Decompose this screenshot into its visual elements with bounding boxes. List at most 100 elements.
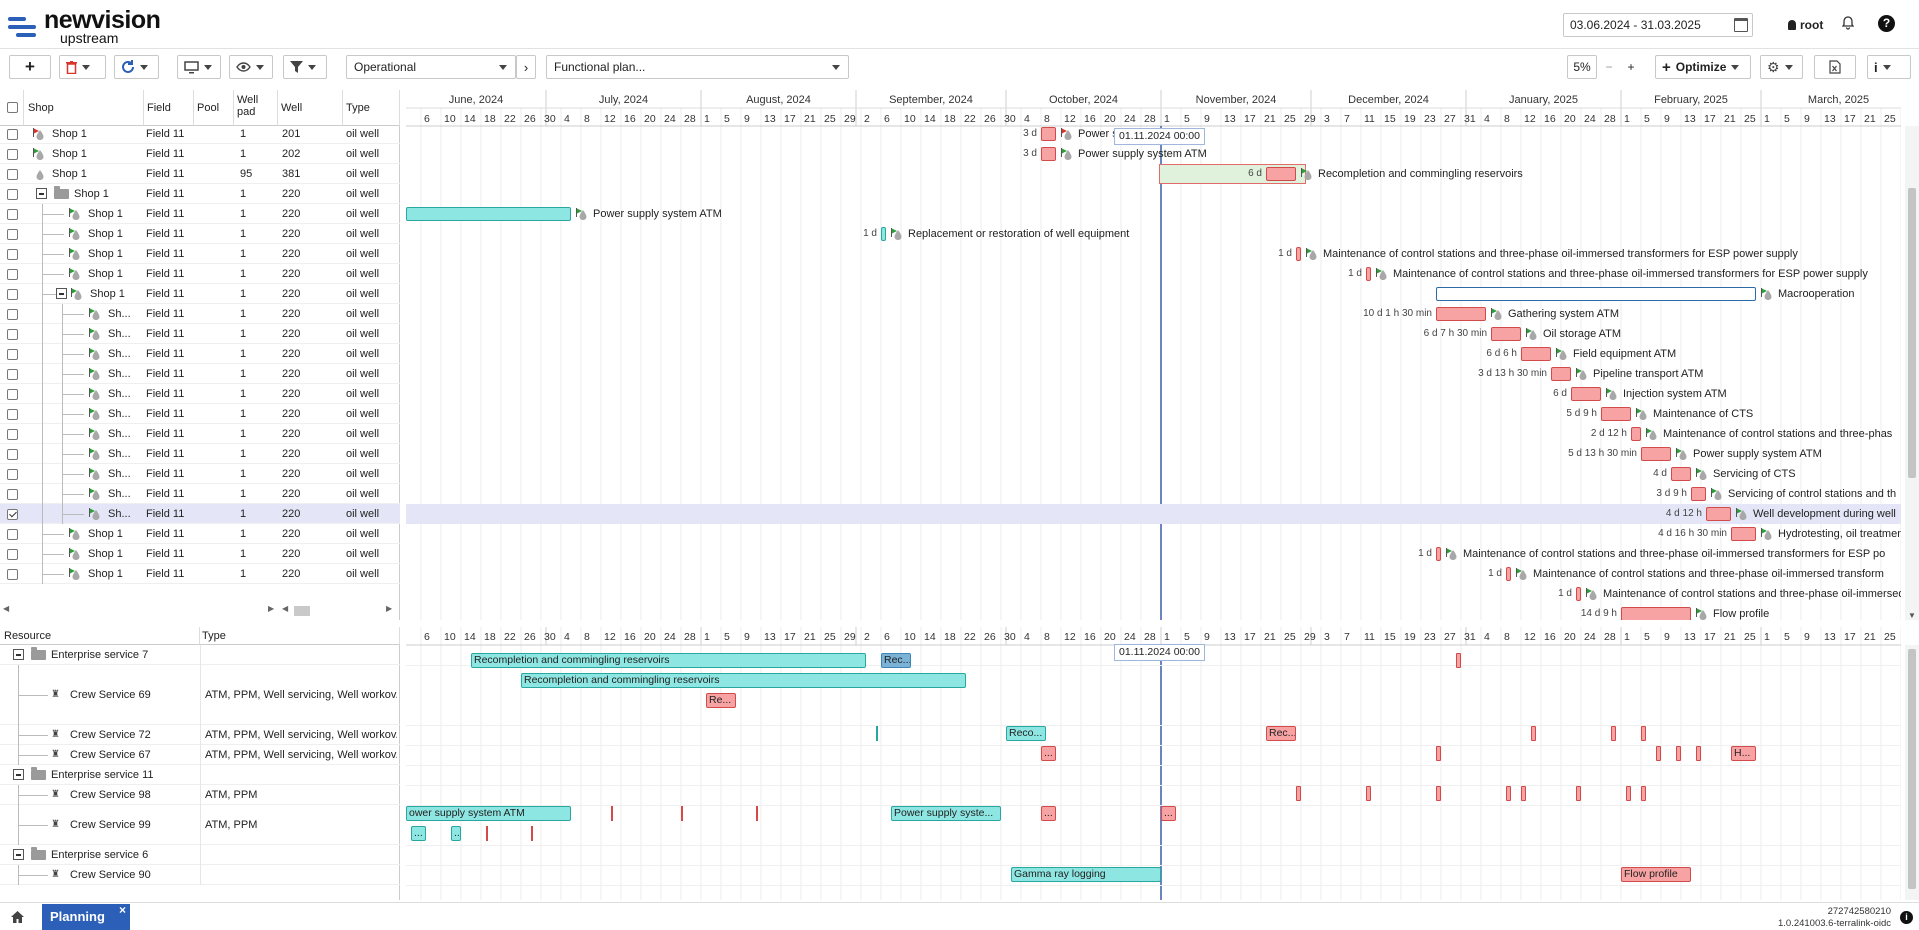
row-checkbox[interactable] xyxy=(7,549,18,560)
resource-bar[interactable]: ... xyxy=(1161,806,1176,821)
info-icon[interactable]: i xyxy=(1900,911,1913,924)
close-icon[interactable]: × xyxy=(118,903,126,917)
vertical-scrollbar[interactable]: ▼ xyxy=(1905,126,1919,620)
logo[interactable]: newvision upstream xyxy=(8,7,168,45)
task-bar[interactable] xyxy=(1641,447,1671,461)
vertical-scrollbar[interactable] xyxy=(1905,645,1919,900)
short-task-bar[interactable] xyxy=(1641,726,1646,741)
short-task-bar[interactable] xyxy=(1576,786,1581,801)
task-bar[interactable] xyxy=(1296,247,1301,261)
short-task-bar[interactable] xyxy=(1506,786,1511,801)
short-task-bar[interactable] xyxy=(1641,786,1646,801)
resource-bar[interactable]: ower supply system ATM xyxy=(406,806,571,821)
zoom-value[interactable]: 5% xyxy=(1567,55,1597,79)
bell-icon[interactable] xyxy=(1842,16,1854,30)
short-task-bar[interactable] xyxy=(1531,726,1536,741)
add-button[interactable]: + xyxy=(9,55,51,79)
scroll-right-icon[interactable]: ▶ xyxy=(268,604,275,613)
col-field[interactable]: Field xyxy=(144,90,194,126)
zoom-in-button[interactable]: + xyxy=(1620,55,1642,79)
task-bar[interactable] xyxy=(1491,327,1521,341)
filter-button[interactable] xyxy=(283,55,327,79)
short-task-bar[interactable] xyxy=(1676,746,1681,761)
row-checkbox[interactable] xyxy=(7,529,18,540)
resource-bar[interactable]: ... xyxy=(451,826,461,841)
task-bar[interactable] xyxy=(1621,607,1691,620)
view-select[interactable]: Operational xyxy=(346,55,516,79)
row-checkbox[interactable] xyxy=(7,569,18,580)
scroll-thumb[interactable] xyxy=(294,606,310,616)
row-checkbox[interactable] xyxy=(7,349,18,360)
col-wellpad[interactable]: Well pad xyxy=(234,90,278,126)
row-checkbox[interactable] xyxy=(7,369,18,380)
export-excel-button[interactable] xyxy=(1814,55,1856,79)
resource-bar[interactable]: Rec... xyxy=(1266,726,1296,741)
row-checkbox[interactable] xyxy=(7,209,18,220)
resource-bar[interactable]: Recompletion and commingling reservoirs xyxy=(521,673,966,688)
short-task-bar[interactable] xyxy=(1656,746,1661,761)
help-icon[interactable]: ? xyxy=(1878,15,1895,32)
resource-bar[interactable]: ... xyxy=(411,826,426,841)
scroll-left-icon[interactable]: ◀ xyxy=(3,604,10,613)
col-resource[interactable]: Resource xyxy=(0,627,200,645)
resource-bar[interactable]: Re... xyxy=(706,693,736,708)
home-icon[interactable] xyxy=(11,911,24,923)
col-resource-type[interactable]: Type xyxy=(200,627,400,645)
row-checkbox[interactable] xyxy=(7,329,18,340)
col-pool[interactable]: Pool xyxy=(194,90,234,126)
row-checkbox[interactable] xyxy=(7,229,18,240)
task-bar[interactable] xyxy=(1576,587,1581,601)
scroll-left-icon[interactable]: ◀ xyxy=(282,604,289,613)
row-checkbox[interactable] xyxy=(7,449,18,460)
resource-bar[interactable]: ... xyxy=(1041,806,1056,821)
resource-bar[interactable]: Gamma ray logging xyxy=(1011,867,1161,882)
delete-button[interactable] xyxy=(59,55,106,79)
short-task-bar[interactable] xyxy=(1696,746,1701,761)
view-next-button[interactable]: › xyxy=(516,55,536,79)
task-bar[interactable] xyxy=(881,227,886,241)
row-checkbox[interactable] xyxy=(7,289,18,300)
row-checkbox[interactable] xyxy=(7,169,18,180)
collapse-toggle[interactable] xyxy=(36,188,47,199)
horizontal-scrollbar[interactable]: ◀ ▶ ◀ ▶ xyxy=(0,604,400,618)
collapse-toggle[interactable] xyxy=(56,288,67,299)
plan-select[interactable]: Functional plan... xyxy=(546,55,849,79)
task-bar[interactable] xyxy=(1436,287,1756,301)
tab-planning[interactable]: Planning × xyxy=(42,903,130,930)
short-task-bar[interactable] xyxy=(1611,726,1616,741)
col-type[interactable]: Type xyxy=(343,90,400,126)
collapse-toggle[interactable] xyxy=(13,849,24,860)
short-task-bar[interactable] xyxy=(1436,746,1441,761)
gantt-chart[interactable]: June, 2024 July, 2024 August, 2024 Septembe… xyxy=(406,90,1901,620)
resource-chart[interactable]: 6 10 14 18 22 26 30 4 8 12 16 20 24 28 1 5 9 13 17 21 25 29 2 6… xyxy=(406,627,1901,900)
row-checkbox[interactable] xyxy=(7,389,18,400)
scroll-thumb[interactable] xyxy=(1908,649,1916,889)
resource-bar[interactable]: Reco... xyxy=(1006,726,1046,741)
resource-bar[interactable]: Flow profile xyxy=(1621,867,1691,882)
task-bar[interactable] xyxy=(1691,487,1706,501)
task-bar[interactable] xyxy=(1436,307,1486,321)
display-button[interactable] xyxy=(177,55,221,79)
row-checkbox[interactable] xyxy=(7,129,18,140)
row-checkbox[interactable] xyxy=(7,409,18,420)
task-bar[interactable] xyxy=(1706,507,1731,521)
scroll-right-icon[interactable]: ▶ xyxy=(386,604,393,613)
task-bar[interactable] xyxy=(1601,407,1631,421)
row-checkbox[interactable] xyxy=(7,509,18,520)
col-shop[interactable]: Shop xyxy=(24,90,144,126)
short-task-bar[interactable] xyxy=(1366,786,1371,801)
collapse-toggle[interactable] xyxy=(13,769,24,780)
select-all-checkbox[interactable] xyxy=(7,102,18,113)
task-bar[interactable] xyxy=(1041,147,1056,161)
collapse-toggle[interactable] xyxy=(13,649,24,660)
visibility-button[interactable] xyxy=(229,55,273,79)
task-bar[interactable] xyxy=(406,207,571,221)
task-bar[interactable] xyxy=(1631,427,1641,441)
short-task-bar[interactable] xyxy=(1436,786,1441,801)
row-checkbox[interactable] xyxy=(7,309,18,320)
settings-button[interactable]: ⚙ xyxy=(1760,55,1803,79)
row-checkbox[interactable] xyxy=(7,149,18,160)
col-well[interactable]: Well xyxy=(278,90,343,126)
refresh-button[interactable] xyxy=(114,55,159,79)
row-checkbox[interactable] xyxy=(7,489,18,500)
